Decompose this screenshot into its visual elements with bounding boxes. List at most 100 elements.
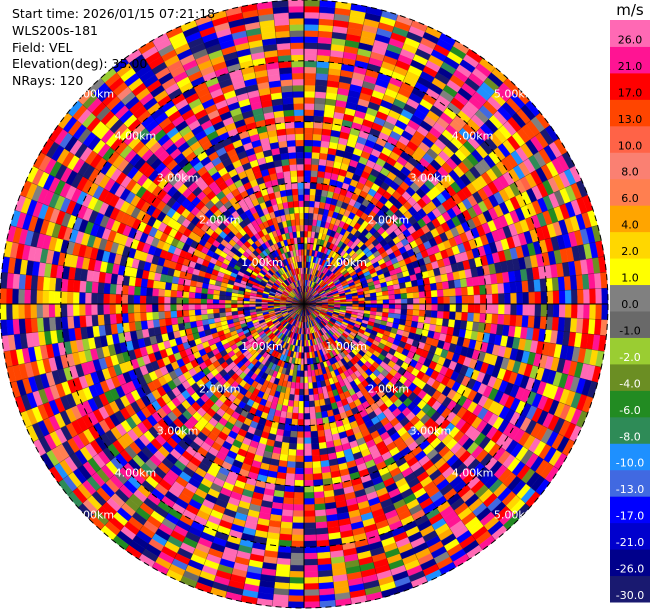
velocity-gate <box>497 282 505 294</box>
velocity-gate <box>12 303 19 320</box>
velocity-gate <box>485 293 493 305</box>
velocity-gate <box>303 364 308 372</box>
velocity-gate <box>293 498 305 505</box>
velocity-gate <box>289 430 298 438</box>
velocity-gate <box>224 303 232 309</box>
velocity-gate <box>79 315 87 328</box>
velocity-gate <box>200 298 208 305</box>
velocity-gate <box>315 67 329 75</box>
velocity-gate <box>91 303 98 316</box>
velocity-gate <box>182 297 189 305</box>
velocity-gate <box>313 109 325 117</box>
velocity-gate <box>206 293 214 300</box>
velocity-gate <box>308 394 315 402</box>
velocity-gate <box>97 314 105 326</box>
velocity-gate <box>151 295 159 305</box>
velocity-gate <box>522 292 530 305</box>
velocity-gate <box>78 292 86 305</box>
velocity-gate <box>315 527 329 535</box>
velocity-gate <box>288 583 305 590</box>
velocity-gate <box>308 200 315 208</box>
velocity-gate <box>534 303 542 317</box>
velocity-gate <box>282 503 294 511</box>
velocity-gate <box>449 295 457 305</box>
velocity-gate <box>313 479 324 487</box>
velocity-gate <box>447 319 456 328</box>
velocity-gate <box>515 280 523 294</box>
velocity-gate <box>303 583 320 590</box>
velocity-gate <box>441 318 450 328</box>
velocity-gate <box>485 303 493 315</box>
velocity-gate <box>435 317 444 327</box>
velocity-gate <box>48 290 56 305</box>
velocity-gate <box>164 296 171 305</box>
velocity-gate <box>164 289 172 298</box>
velocity-gate <box>289 577 305 584</box>
velocity-gate <box>424 310 432 318</box>
velocity-gate <box>303 516 316 524</box>
velocity-gate <box>139 286 147 296</box>
velocity-gate <box>109 293 116 305</box>
velocity-gate <box>288 442 297 450</box>
velocity-gate <box>109 283 117 295</box>
velocity-gate <box>316 551 331 560</box>
velocity-gate <box>236 300 244 305</box>
velocity-gate <box>151 303 159 313</box>
velocity-gate <box>157 296 165 305</box>
velocity-gate <box>317 164 327 173</box>
velocity-gate <box>533 279 541 293</box>
velocity-gate <box>73 315 81 329</box>
velocity-gate <box>461 303 469 313</box>
velocity-gate <box>491 283 499 295</box>
velocity-gate <box>164 303 171 312</box>
velocity-gate <box>91 281 99 294</box>
velocity-gate <box>441 280 450 290</box>
velocity-gate <box>400 293 408 300</box>
velocity-gate <box>417 315 426 324</box>
velocity-gate <box>442 311 450 320</box>
velocity-gate <box>453 319 462 329</box>
velocity-gate <box>317 170 326 179</box>
velocity-gate <box>303 194 310 201</box>
velocity-gate <box>24 303 31 319</box>
velocity-gate <box>312 467 322 475</box>
velocity-gate <box>400 298 408 305</box>
velocity-gate <box>583 288 590 305</box>
velocity-gate <box>317 563 333 572</box>
velocity-gate <box>314 85 328 93</box>
velocity-gate <box>370 300 378 305</box>
velocity-gate <box>309 194 316 202</box>
velocity-gate <box>557 276 566 291</box>
velocity-gate <box>145 287 153 297</box>
velocity-gate <box>279 453 289 462</box>
velocity-gate <box>303 127 314 135</box>
velocity-gate <box>170 303 177 312</box>
velocity-gate <box>146 319 155 329</box>
velocity-gate <box>527 279 535 293</box>
velocity-gate <box>218 299 226 305</box>
velocity-gate <box>303 534 317 542</box>
velocity-gate <box>24 289 31 305</box>
velocity-gate <box>303 492 315 499</box>
velocity-gate <box>308 400 315 408</box>
velocity-gate <box>295 461 305 469</box>
velocity-gate <box>0 303 7 321</box>
velocity-gate <box>497 314 505 326</box>
velocity-gate <box>303 455 313 463</box>
velocity-gate <box>303 407 310 414</box>
velocity-gate <box>290 424 298 432</box>
velocity-gate <box>437 296 444 305</box>
velocity-gate <box>54 277 63 292</box>
velocity-gate <box>436 310 444 319</box>
velocity-gate <box>546 290 554 305</box>
velocity-gate <box>30 289 38 305</box>
velocity-gate <box>139 295 147 305</box>
velocity-gate <box>303 376 309 384</box>
velocity-gate <box>303 42 318 50</box>
velocity-gate <box>303 170 312 177</box>
velocity-gate <box>152 287 160 297</box>
velocity-gate <box>498 303 505 315</box>
velocity-gate <box>218 303 226 309</box>
velocity-gate <box>91 314 99 327</box>
velocity-gate <box>127 312 135 323</box>
